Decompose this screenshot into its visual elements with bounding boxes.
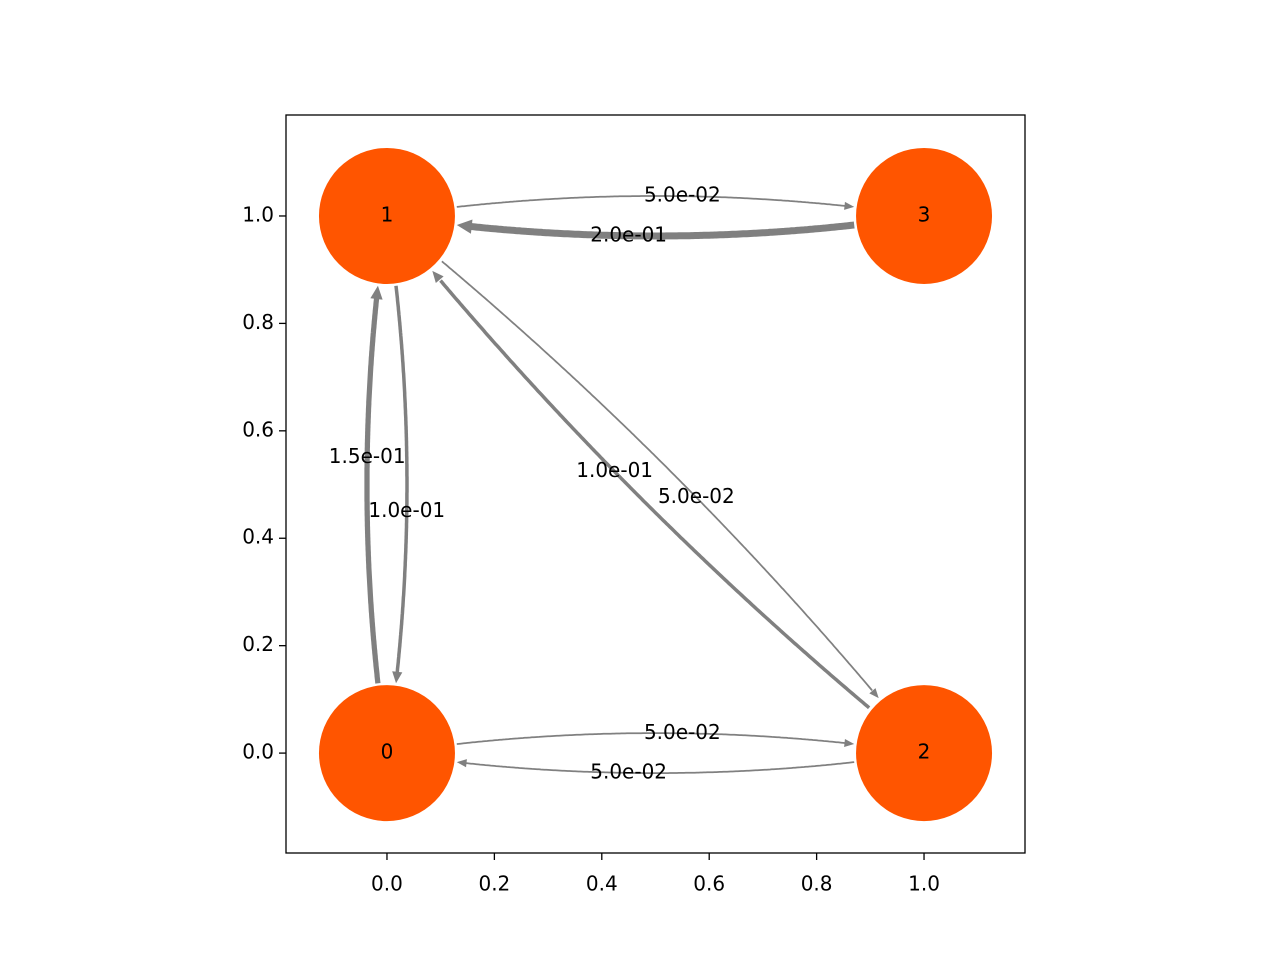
edge	[456, 195, 846, 208]
edge	[456, 732, 846, 745]
node-label: 2	[918, 740, 931, 764]
edge-label: 1.0e-01	[576, 458, 653, 482]
edge-label: 5.0e-02	[658, 484, 735, 508]
edge-label: 5.0e-02	[644, 183, 721, 207]
node-label: 3	[918, 202, 931, 226]
edge-label: 1.5e-01	[329, 444, 406, 468]
node	[856, 147, 993, 284]
x-tick-label: 0.0	[371, 872, 403, 896]
edge-arrowhead	[370, 285, 383, 300]
x-tick-label: 0.8	[801, 872, 833, 896]
edge	[441, 260, 873, 691]
x-tick-label: 0.4	[586, 872, 618, 896]
node-label: 1	[381, 202, 394, 226]
node	[318, 147, 455, 284]
node-label: 0	[381, 740, 394, 764]
edge-label: 1.0e-01	[368, 498, 445, 522]
edge-arrowhead	[844, 738, 855, 748]
edge	[394, 285, 409, 673]
edge-arrowhead	[869, 688, 879, 699]
edge-label: 5.0e-02	[644, 720, 721, 744]
y-tick-label: 1.0	[242, 202, 274, 226]
y-tick-label: 0.4	[242, 525, 274, 549]
y-tick-label: 0.2	[242, 632, 274, 656]
edge	[364, 298, 381, 684]
edge	[470, 221, 855, 240]
edge-arrowhead	[456, 759, 467, 768]
edge-arrowhead	[456, 219, 473, 234]
edge-arrowhead	[392, 671, 403, 684]
y-tick-label: 0.6	[242, 417, 274, 441]
y-tick-label: 0.0	[242, 740, 274, 764]
edge	[465, 761, 855, 774]
edge-arrowhead	[432, 270, 444, 283]
node	[856, 685, 993, 822]
edge-label: 5.0e-02	[590, 759, 667, 783]
x-tick-label: 0.6	[693, 872, 725, 896]
axes-frame	[285, 114, 1026, 854]
edge-label: 2.0e-01	[590, 222, 667, 246]
node	[318, 685, 455, 822]
x-tick-label: 1.0	[908, 872, 940, 896]
edge	[439, 279, 871, 710]
y-tick-label: 0.8	[242, 310, 274, 334]
edge-arrowhead	[844, 201, 855, 210]
x-tick-label: 0.2	[478, 872, 510, 896]
